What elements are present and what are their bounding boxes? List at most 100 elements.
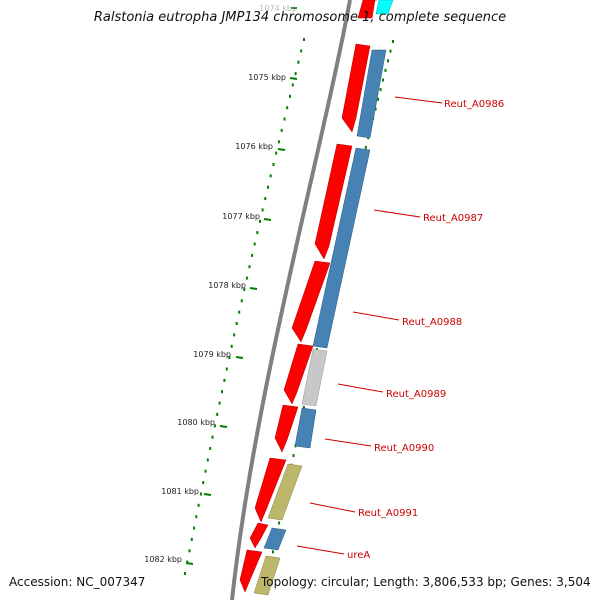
scale-dot <box>238 310 241 314</box>
scale-dot <box>303 38 305 41</box>
scale-dot <box>292 454 295 458</box>
svg-text:Reut_A0990[interactable]: Reut_A0990 <box>374 443 434 454</box>
gene-arrow-blue[interactable] <box>356 49 387 139</box>
svg-text:Reut_A0988[interactable]: Reut_A0988 <box>402 317 462 328</box>
gene-label-reut-a0990[interactable]: Reut_A0990 <box>324 438 434 454</box>
inner-strand-genes <box>253 0 394 596</box>
scale-dot <box>223 378 226 382</box>
scale-dot <box>277 140 280 144</box>
scale-dot <box>204 469 207 473</box>
scale-dot <box>233 333 236 337</box>
gene-label-reut-a0988[interactable]: Reut_A0988 <box>352 311 462 328</box>
scale-tick-1077: 1077 kbp <box>222 212 272 221</box>
scale-dot <box>193 526 196 530</box>
tick-label: 1079 kbp <box>193 350 231 359</box>
svg-text:Reut_A0987[interactable]: Reut_A0987 <box>423 213 483 224</box>
tick-label: 1082 kbp <box>144 555 182 564</box>
scale-dot <box>283 117 286 121</box>
scale-dot <box>392 40 394 43</box>
gene-arrow-red[interactable] <box>239 549 263 593</box>
scale-dot <box>297 60 300 64</box>
scale-dot <box>256 231 259 235</box>
outer-strand-genes <box>239 0 377 593</box>
scale-dot <box>243 288 246 291</box>
scale-dot <box>264 197 267 201</box>
scale-dot <box>218 401 221 405</box>
scale-tick-1075: 1075 kbp <box>248 73 298 82</box>
gene-arrow-red[interactable] <box>357 0 377 19</box>
svg-text:Reut_A0986[interactable]: Reut_A0986 <box>444 99 504 110</box>
scale-dot <box>377 97 380 101</box>
scale-tick-1081: 1081 kbp <box>161 487 212 496</box>
gene-arrow-gray[interactable] <box>301 348 328 407</box>
tick-label: 1078 kbp <box>208 281 246 290</box>
tick-label: 1075 kbp <box>248 73 286 82</box>
scale-tick-1080: 1080 kbp <box>177 418 228 428</box>
scale-dot <box>195 515 198 519</box>
scale-dot <box>272 163 275 166</box>
gene-arrow-red[interactable] <box>291 260 331 343</box>
gene-label-reut-a0987[interactable]: Reut_A0987 <box>373 209 483 224</box>
scale-dot <box>230 344 233 348</box>
scale-dot <box>235 322 238 325</box>
scale-dot <box>389 49 392 53</box>
scale-dot <box>269 174 272 178</box>
svg-text:Reut_A0991[interactable]: Reut_A0991 <box>358 508 418 519</box>
scale-dot <box>379 88 382 92</box>
scale-dot <box>206 458 209 462</box>
gene-arrow-red[interactable] <box>249 522 269 549</box>
scale-dot <box>251 253 254 257</box>
scale-dot <box>259 219 261 223</box>
gene-arrow-blue[interactable] <box>294 407 317 449</box>
gene-label-reut-a0989[interactable]: Reut_A0989 <box>337 383 446 400</box>
scale-dot <box>228 356 231 360</box>
scale-dot <box>188 549 191 553</box>
svg-text:Reut_A0989[interactable]: Reut_A0989 <box>386 389 446 400</box>
scale-dot <box>384 68 387 72</box>
scale-dot <box>275 151 278 155</box>
scale-dot <box>253 242 256 246</box>
scale-tick-1082: 1082 kbp <box>144 555 194 565</box>
scale-dot <box>286 106 289 110</box>
svg-text:ureA[interactable]: ureA <box>347 550 370 561</box>
scale-dot <box>211 435 214 439</box>
accession-text: Accession: NC_007347 <box>9 575 146 589</box>
scale-tick-1079: 1079 kbp <box>193 350 244 359</box>
gene-arrow-cyan[interactable] <box>375 0 394 15</box>
scale-dot <box>302 405 305 409</box>
gene-arrow-red[interactable] <box>274 404 299 453</box>
scale-dot <box>300 49 303 53</box>
tick-label: 1074 kbp <box>259 4 297 13</box>
scale-dot <box>186 560 189 564</box>
scale-tick-1074: 1074 kbp <box>259 4 297 13</box>
gene-arrow-red[interactable] <box>283 343 314 405</box>
gene-label-reut-a0986[interactable]: Reut_A0986 <box>394 96 504 110</box>
scale-dot <box>199 492 202 496</box>
scale-dot <box>291 83 294 87</box>
scale-dot <box>289 94 291 98</box>
gene-arrow-red[interactable] <box>314 143 353 260</box>
gene-arrow-blue[interactable] <box>312 147 371 349</box>
scale-tick-1078: 1078 kbp <box>208 281 258 290</box>
gene-arrow-olive[interactable] <box>253 555 281 596</box>
summary-text: Topology: circular; Length: 3,806,533 bp… <box>261 575 591 589</box>
scale-dot <box>248 265 251 269</box>
gene-arrow-red[interactable] <box>254 457 287 523</box>
scale-dot <box>278 521 281 525</box>
scale-dot <box>272 550 274 554</box>
gene-arrow-blue[interactable] <box>263 527 287 551</box>
tick-label: 1076 kbp <box>235 142 273 151</box>
gene-arrow-red[interactable] <box>341 43 371 133</box>
scale-dot <box>240 299 243 303</box>
scale-tick-1076: 1076 kbp <box>235 142 286 151</box>
tick-label: 1081 kbp <box>161 487 199 496</box>
scale-dot <box>245 276 248 280</box>
scale-dots <box>184 38 305 575</box>
scale-dot <box>382 78 384 82</box>
gene-label-urea[interactable]: ureA <box>296 545 370 561</box>
gene-arrow-olive[interactable] <box>267 463 303 521</box>
scale-dot <box>280 128 283 132</box>
gene-label-reut-a0991[interactable]: Reut_A0991 <box>309 502 418 519</box>
scale-dot <box>209 447 212 450</box>
